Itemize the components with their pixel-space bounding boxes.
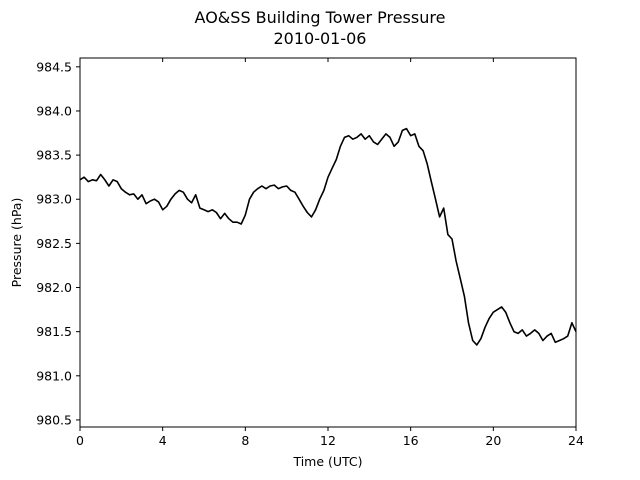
- y-tick-label: 981.5: [36, 324, 72, 339]
- x-axis: 0 4 8 12 16 20 24: [76, 58, 584, 448]
- series-line-group: [79, 127, 577, 346]
- y-tick-label: 984.0: [36, 103, 72, 118]
- y-tick-label: 983.5: [36, 148, 72, 163]
- y-tick-label: 984.5: [36, 59, 72, 74]
- plot-frame: [79, 57, 577, 428]
- x-axis-label: Time (UTC): [292, 454, 362, 469]
- chart-title: AO&SS Building Tower Pressure: [194, 8, 446, 27]
- x-tick-label: 8: [241, 433, 249, 448]
- y-tick-label: 982.0: [36, 280, 72, 295]
- x-tick-label: 12: [320, 433, 336, 448]
- chart-subtitle: 2010-01-06: [273, 29, 367, 48]
- x-tick-label: 20: [485, 433, 501, 448]
- y-tick-label: 980.5: [36, 412, 72, 427]
- y-tick-label: 983.0: [36, 192, 72, 207]
- y-tick-label: 981.0: [36, 368, 72, 383]
- series-line-0: [79, 127, 577, 346]
- y-axis: 980.5 981.0 981.5 982.0 982.5 983.0 983.5 984.0…: [36, 59, 80, 427]
- x-tick-label: 0: [76, 433, 84, 448]
- y-axis-label: Pressure (hPa): [9, 198, 24, 288]
- y-tick-label: 982.5: [36, 236, 72, 251]
- x-tick-label: 24: [568, 433, 584, 448]
- x-tick-label: 4: [159, 433, 167, 448]
- x-tick-label: 16: [403, 433, 419, 448]
